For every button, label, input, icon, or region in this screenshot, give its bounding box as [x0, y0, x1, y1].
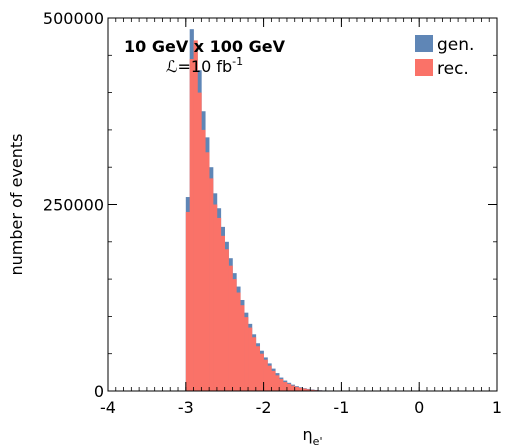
rec-bar	[294, 386, 299, 391]
rec-bar	[286, 383, 292, 391]
x-tick-label: -3	[178, 398, 194, 417]
rec-bar	[290, 385, 296, 391]
rec-bar	[220, 235, 225, 391]
y-tick-label: 250000	[43, 196, 104, 215]
rec-bar	[271, 370, 276, 391]
y-axis-ticks: 0 250000 500000	[43, 9, 497, 401]
legend-swatch-rec	[415, 59, 433, 76]
rec-bar	[185, 211, 190, 391]
energy-annotation: 10 GeV x 100 GeV	[124, 37, 286, 56]
rec-bar	[193, 40, 198, 391]
luminosity-exponent: -1	[232, 55, 243, 68]
rec-bar	[298, 387, 303, 391]
rec-bar	[189, 59, 194, 391]
rec-bar	[248, 327, 253, 391]
rec-bar	[216, 217, 222, 391]
rec-bar	[228, 265, 233, 391]
rec-bar	[209, 178, 214, 391]
luminosity-annotation: ℒ=10 fb-1	[166, 55, 243, 76]
rec-bar	[267, 365, 272, 391]
x-axis-label-symbol: η	[303, 425, 313, 444]
rec-bar	[240, 305, 245, 391]
rec-bar	[213, 204, 218, 391]
rec-bar	[201, 129, 206, 391]
rec-bar	[302, 388, 307, 391]
rec-bar	[275, 375, 280, 391]
legend-label-rec: rec.	[437, 59, 469, 79]
rec-bar	[205, 152, 210, 391]
x-axis-ticks: -4 -3 -2 -1 0 1	[100, 18, 502, 417]
rec-bar	[263, 359, 268, 391]
rec-bar	[224, 249, 229, 391]
x-axis-label-subscript: e'	[313, 435, 323, 448]
x-tick-label: 0	[414, 398, 424, 417]
rec-bar	[259, 353, 264, 391]
rec-bar	[244, 317, 249, 391]
rec-bar	[255, 346, 261, 391]
y-tick-label: 0	[94, 382, 104, 401]
y-axis-label: number of events	[7, 134, 26, 276]
rec-bar	[283, 382, 288, 391]
histogram-bars	[185, 29, 342, 392]
x-tick-label: 1	[492, 398, 502, 417]
rec-bar	[310, 389, 315, 391]
x-tick-label: -4	[100, 398, 116, 417]
x-tick-label: -2	[256, 398, 272, 417]
x-tick-label: -1	[333, 398, 349, 417]
luminosity-value: ℒ=10 fb	[166, 57, 232, 76]
legend-label-gen: gen.	[437, 35, 474, 55]
legend: gen. rec.	[415, 35, 474, 79]
rec-bar	[306, 389, 311, 391]
legend-swatch-gen	[415, 35, 433, 52]
rec-bar	[232, 279, 237, 391]
rec-bar	[236, 292, 241, 391]
y-tick-label: 500000	[43, 9, 104, 28]
rec-bar	[279, 379, 284, 391]
x-axis-label: ηe'	[303, 425, 323, 448]
rec-bar	[251, 337, 257, 391]
rec-bar	[197, 92, 202, 391]
